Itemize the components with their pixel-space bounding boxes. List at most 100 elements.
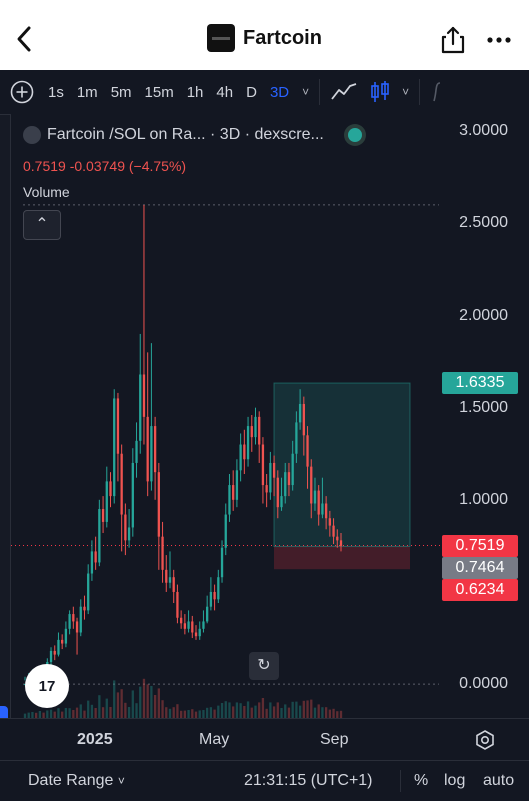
candle-body	[53, 650, 56, 655]
price-chart[interactable]: Fartcoin /SOL on Ra... · 3D · dexscre...…	[10, 114, 529, 718]
add-plus-icon[interactable]	[10, 80, 34, 104]
y-tick-label: 3.0000	[459, 122, 508, 140]
timeframe-4h[interactable]: 4h	[216, 83, 234, 101]
back-chevron-icon[interactable]	[12, 24, 36, 54]
timeframe-3d[interactable]: 3D	[269, 83, 290, 101]
volume-bar	[202, 710, 205, 718]
candle-body	[116, 398, 120, 454]
line-chart-type-icon[interactable]	[330, 81, 358, 103]
volume-bar	[153, 695, 157, 718]
reset-chart-button[interactable]: ↻	[249, 652, 279, 680]
date-range-button[interactable]: Date Range ˅	[28, 772, 125, 790]
volume-bar	[157, 688, 160, 718]
candle-body	[68, 614, 71, 629]
candle-body	[75, 621, 79, 633]
tradingview-logo[interactable]: 17	[25, 664, 69, 708]
candle-body	[94, 551, 97, 563]
ohlc-readout: 0.7519 -0.03749 (−4.75%)	[23, 158, 187, 174]
volume-bar	[324, 707, 328, 718]
volume-bar	[75, 707, 79, 718]
volume-bar	[291, 701, 294, 718]
candle-body	[127, 527, 131, 541]
toolbar-divider	[419, 79, 421, 105]
volume-bar	[220, 703, 224, 718]
candle-body	[113, 398, 116, 497]
timeframe-1m[interactable]: 1m	[76, 83, 98, 101]
timeframe-5m[interactable]: 5m	[110, 83, 132, 101]
timeframe-d[interactable]: D	[246, 83, 257, 101]
volume-bar	[90, 704, 94, 718]
clock-readout[interactable]: 21:31:15 (UTC+1)	[244, 772, 373, 789]
volume-bar	[116, 692, 120, 718]
volume-bar	[306, 700, 309, 718]
volume-bar	[57, 708, 60, 718]
candle-body	[261, 444, 265, 486]
time-axis[interactable]: 2025 May Sep	[0, 718, 529, 761]
candle-body	[209, 591, 213, 607]
x-tick-label: 2025	[77, 731, 113, 748]
timeframe-1h[interactable]: 1h	[186, 83, 204, 101]
candle-body	[265, 485, 268, 493]
volume-bar	[287, 707, 291, 718]
percent-scale-toggle[interactable]: %	[414, 772, 429, 789]
timeframe-15m[interactable]: 15m	[144, 83, 174, 101]
volume-bar	[191, 709, 194, 718]
volume-bar	[206, 707, 209, 718]
volume-bar	[295, 701, 298, 718]
more-dots-icon[interactable]	[486, 26, 512, 54]
share-icon[interactable]	[440, 26, 466, 54]
candle-body	[142, 374, 146, 417]
candle-body	[79, 606, 82, 633]
last-price-tag: 0.7519	[442, 534, 518, 557]
candlestick-plot[interactable]	[11, 114, 529, 718]
candle-body	[246, 426, 250, 460]
volume-bar	[172, 707, 175, 718]
candle-body	[64, 628, 68, 644]
candle-body	[172, 577, 175, 592]
volume-bar	[79, 704, 82, 718]
volume-bar	[261, 698, 265, 718]
candle-body	[72, 614, 75, 622]
candle-body	[165, 569, 168, 583]
candle-body	[220, 547, 224, 578]
volume-bar	[213, 709, 216, 718]
volume-bar	[239, 703, 242, 718]
chevron-down-icon: ˅	[117, 774, 125, 788]
volume-bar	[194, 711, 198, 718]
volume-bar	[68, 708, 71, 718]
candlestick-type-icon[interactable]	[370, 80, 390, 104]
volume-bar	[232, 706, 235, 718]
collapse-legend-button[interactable]: ⌃	[23, 210, 61, 240]
live-status-dot	[347, 128, 362, 142]
volume-bar	[272, 706, 276, 718]
volume-bar	[258, 702, 261, 718]
y-tick-label: 2.5000	[459, 214, 508, 232]
volume-bar	[298, 705, 302, 718]
chart-type-dropdown-chevron-icon[interactable]: ˅	[402, 85, 410, 99]
volume-bar	[179, 710, 183, 718]
volume-bar	[246, 701, 250, 718]
y-tick-label: 0.0000	[459, 675, 508, 693]
candle-body	[61, 639, 64, 644]
gear-icon[interactable]	[474, 729, 496, 751]
take-profit-zone	[273, 382, 411, 548]
candle-body	[254, 416, 257, 438]
candle-body	[83, 606, 86, 611]
candle-body	[280, 496, 283, 508]
symbol-title: Fartcoin /SOL on Ra... · 3D · dexscre...	[47, 126, 324, 143]
volume-bar	[61, 711, 64, 718]
volume-bar	[332, 708, 335, 718]
candle-body	[153, 426, 157, 473]
log-scale-toggle[interactable]: log	[444, 772, 466, 789]
candle-body	[161, 536, 164, 570]
symbol-icon	[23, 126, 41, 144]
volume-bar	[83, 710, 86, 718]
auto-scale-toggle[interactable]: auto	[483, 772, 515, 789]
bottom-bar: Date Range ˅ 21:31:15 (UTC+1) % log auto	[0, 760, 529, 801]
volume-bar	[120, 689, 123, 718]
candle-body	[339, 540, 343, 546]
volume-bar	[127, 707, 131, 718]
timeframe-dropdown-chevron-icon[interactable]: ˅	[302, 85, 310, 99]
indicators-icon[interactable]	[430, 81, 444, 103]
timeframe-1s[interactable]: 1s	[48, 83, 64, 101]
